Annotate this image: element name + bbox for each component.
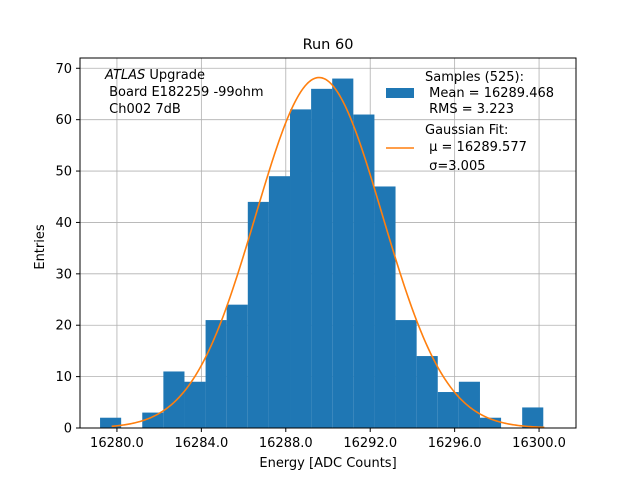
legend-samples-line3: RMS = 3.223: [425, 102, 514, 117]
histogram-bar: [353, 114, 375, 429]
histogram-bar: [395, 320, 417, 428]
histogram-bar: [522, 407, 544, 428]
x-tick-label: 16296.0: [428, 436, 482, 451]
annotation-atlas: ATLAS: [104, 68, 145, 83]
histogram-bar: [437, 392, 459, 428]
histogram-bar: [311, 88, 333, 428]
axis-ticks: 16280.0 16284.0 16288.0 16292.0 16296.0 16300…: [55, 62, 565, 451]
histogram-bar: [268, 176, 291, 428]
axes-frame: [79, 57, 577, 429]
histogram-bar: [290, 109, 312, 428]
y-tick-label: 40: [55, 216, 72, 231]
histogram-bar: [184, 381, 206, 428]
histogram-bar: [374, 186, 396, 428]
histogram-bar: [205, 320, 227, 428]
legend-patch-samples: [386, 88, 414, 98]
histogram-bar: [247, 201, 269, 428]
y-tick-label: 30: [55, 267, 72, 282]
y-tick-label: 70: [55, 62, 72, 77]
legend-samples-line2: Mean = 16289.468: [425, 86, 554, 101]
chart-title: Run 60: [303, 37, 354, 53]
y-axis-label: Entries: [33, 224, 48, 270]
gaussian-fit: [111, 76, 545, 429]
histogram-bar: [416, 356, 438, 428]
annotation-text: ATLAS Upgrade Board E182259 -99ohm Ch002…: [104, 68, 264, 117]
histogram-bar: [332, 78, 354, 429]
histogram-bar: [100, 417, 122, 428]
legend-fit-line3: σ=3.005: [425, 159, 485, 174]
legend-fit-line1: Gaussian Fit:: [425, 123, 508, 138]
gaussian-fit-curve: [111, 76, 545, 429]
annotation-board: Board E182259 -99ohm: [105, 85, 264, 100]
x-tick-label: 16292.0: [343, 436, 397, 451]
svg-text:ATLAS Upgrade: ATLAS Upgrade: [104, 68, 205, 83]
x-tick-label: 16284.0: [174, 436, 228, 451]
legend: Samples (525): Mean = 16289.468 RMS = 3.…: [386, 70, 554, 174]
x-tick-label: 16280.0: [90, 436, 144, 451]
histogram-bar: [226, 304, 248, 428]
legend-fit-line2: μ = 16289.577: [425, 140, 527, 155]
y-tick-label: 0: [64, 422, 72, 437]
x-axis-label: Energy [ADC Counts]: [259, 456, 396, 471]
plot-frame: [79, 57, 577, 429]
x-tick-label: 16288.0: [259, 436, 313, 451]
annotation-channel: Ch002 7dB: [105, 102, 181, 117]
histogram-bar: [479, 417, 502, 428]
legend-samples-line1: Samples (525):: [425, 70, 524, 85]
histogram-bar: [163, 371, 185, 428]
y-tick-label: 50: [55, 165, 72, 180]
annotation-upgrade: Upgrade: [145, 68, 205, 83]
histogram-bar: [142, 412, 164, 428]
histogram-bar: [458, 381, 480, 428]
x-tick-label: 16300.0: [512, 436, 566, 451]
y-tick-label: 10: [55, 370, 72, 385]
y-tick-label: 20: [55, 319, 72, 334]
y-tick-label: 60: [55, 113, 72, 128]
